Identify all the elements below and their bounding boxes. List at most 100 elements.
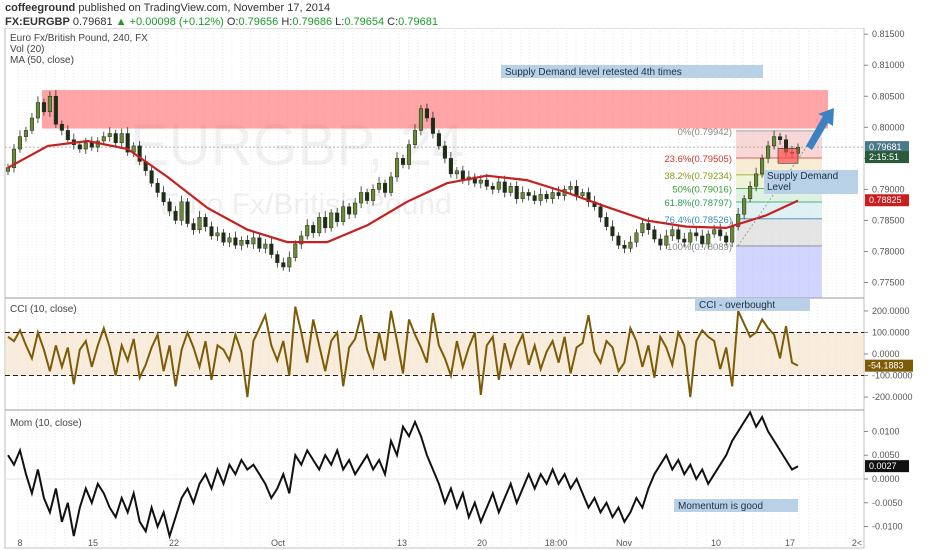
ma-line [7, 139, 799, 244]
x-tick-label: 2< [852, 538, 862, 548]
x-tick-label: 13 [397, 538, 407, 548]
candle [65, 130, 70, 140]
candle [388, 176, 394, 193]
mom-axis[interactable]: 0.0100 0.0050 0.0000 -0.0050 -0.0100 [864, 426, 903, 532]
fib-label: 61.8%(0.78797) [664, 198, 732, 209]
candle [239, 240, 244, 246]
mom-annotation-box [674, 499, 798, 512]
candle [35, 102, 40, 119]
up-arrow-icon [806, 108, 834, 150]
y-tick-label: 0.81500 [872, 29, 905, 39]
x-tick-label: Oct [271, 538, 286, 548]
candle [89, 142, 94, 148]
supply-demand-zone[interactable] [42, 90, 828, 129]
cci-value-label: -54.1883 [868, 361, 904, 371]
price-tag [865, 141, 909, 154]
price-tag-label: 2:15:51 [869, 152, 899, 162]
fib-label: 23.6%(0.79505) [664, 154, 732, 165]
y-tick-label: 0.78000 [872, 246, 905, 256]
candle [556, 192, 561, 196]
cci-panel[interactable]: CCI (10, close) CCI - overbought 200.000… [5, 298, 913, 402]
candle [227, 237, 232, 243]
close-value: 0.79681 [398, 16, 438, 28]
y-tick-label: 0.77500 [872, 277, 905, 287]
momentum-panel[interactable]: Mom (10, close) Momentum is good 0.01000… [5, 410, 909, 540]
low-value: 0.79654 [344, 16, 385, 28]
author-name[interactable]: coffeeground [5, 2, 76, 14]
candle [125, 133, 130, 153]
fib-label: 50%(0.79016) [672, 184, 732, 195]
candle [377, 182, 382, 190]
high-label: H: [281, 16, 293, 28]
x-tick-label: 22 [169, 538, 179, 548]
price-tag-label: 0.79681 [869, 142, 902, 152]
y-tick-label: 0.0100 [872, 426, 900, 436]
candle [418, 108, 423, 131]
candle [179, 201, 184, 221]
y-tick-label: 200.0000 [872, 306, 910, 316]
time-axis[interactable]: 8 15 22 Oct 13 20 18:00 Nov 10 17 2< [17, 538, 862, 548]
candle [430, 117, 435, 134]
candle [652, 229, 657, 240]
x-tick-label: 8 [17, 538, 22, 548]
candle [520, 192, 525, 199]
change-value: +0.00098 (+0.12%) [129, 16, 224, 28]
candle [299, 235, 304, 245]
candle [317, 217, 322, 234]
chart-canvas[interactable]: EURGBP, 24 Euro Fx/British Pound 0%(0.79… [0, 28, 932, 550]
y-tick-label: -0.0050 [872, 498, 903, 508]
candle [347, 206, 352, 215]
candle [155, 182, 160, 193]
publish-line: coffeeground published on TradingView.co… [5, 2, 330, 14]
y-tick-label: 0.80000 [872, 122, 905, 132]
chart-header: coffeeground published on TradingView.co… [0, 0, 932, 30]
y-tick-label: 0.0000 [872, 349, 900, 359]
annotation-box [501, 65, 763, 78]
y-tick-label: -0.0100 [872, 522, 903, 532]
candle [586, 192, 591, 203]
cci-annotation: CCI - overbought [699, 300, 775, 311]
candle [11, 148, 17, 168]
candle [311, 225, 316, 234]
candle [119, 133, 124, 144]
cci-line [7, 306, 799, 398]
candle [604, 217, 609, 227]
price-panel[interactable]: EURGBP, 24 Euro Fx/British Pound 0%(0.79… [5, 29, 909, 298]
price-legend: Euro Fx/British Pound, 240, FX Vol (20) … [10, 33, 148, 66]
candle [580, 192, 585, 196]
candle [478, 179, 483, 184]
candle [736, 213, 741, 227]
candle [107, 133, 112, 137]
y-tick-label: 0.0000 [872, 474, 900, 484]
up-arrow-icon: ▲ [115, 16, 127, 28]
candle [490, 186, 495, 190]
candle [412, 130, 418, 145]
candle [394, 158, 400, 178]
candle [706, 233, 711, 245]
candle [772, 136, 777, 147]
cci-axis[interactable]: 200.0000 100.0000 0.0000 -100.0000 -200.0000 [864, 306, 913, 402]
candle [149, 170, 154, 184]
candle [257, 237, 262, 249]
cci-value-tag [865, 359, 913, 372]
candle [269, 243, 274, 255]
x-tick-label: 18:00 [545, 538, 568, 548]
candle [383, 182, 388, 193]
low-label: L: [335, 16, 345, 28]
candle [329, 212, 334, 229]
legend-ma: MA (50, close) [10, 55, 74, 66]
candle [658, 238, 663, 246]
open-value: 0.79656 [238, 16, 279, 28]
candle [221, 232, 226, 243]
annotation-sd-level-2: Level [767, 182, 791, 193]
candle [59, 123, 64, 131]
candle [682, 238, 687, 243]
candle [371, 189, 376, 201]
candle [538, 194, 543, 201]
candle [359, 192, 364, 204]
cci-tag: -54.1883 [865, 359, 913, 372]
candle [544, 194, 549, 199]
candle [670, 229, 675, 237]
candle [550, 192, 555, 199]
symbol-label: FX:EURGBP [5, 16, 70, 28]
